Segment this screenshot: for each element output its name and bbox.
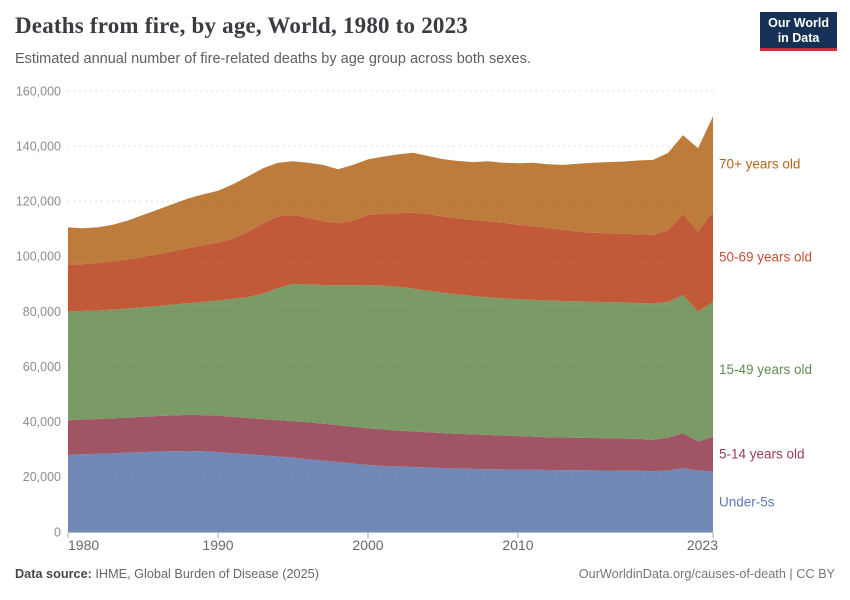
x-tick-label-2000: 2000 [352,537,383,553]
y-tick-label-140000: 140,000 [16,139,61,153]
y-tick-label-100000: 100,000 [16,250,61,264]
x-tick-label-2010: 2010 [502,537,533,553]
series-label-under-5s: Under-5s [719,494,775,509]
y-tick-label-40000: 40,000 [23,415,61,429]
y-tick-label-160000: 160,000 [16,84,61,98]
series-label-50-69-years-old: 50-69 years old [719,249,812,264]
data-source-label: Data source: [15,567,92,581]
x-tick-label-1990: 1990 [202,537,233,553]
series-label-70-years-old: 70+ years old [719,156,800,171]
owid-logo[interactable]: Our World in Data [760,12,837,51]
y-tick-label-0: 0 [54,525,61,539]
area-under-5s[interactable] [68,451,713,532]
y-tick-label-20000: 20,000 [23,470,61,484]
chart-areas [68,116,713,532]
series-label-15-49-years-old: 15-49 years old [719,362,812,377]
credit-link[interactable]: OurWorldinData.org/causes-of-death | CC … [578,567,835,581]
chart-subtitle: Estimated annual number of fire-related … [15,51,531,67]
area-15-49-years-old[interactable] [68,283,713,442]
y-tick-label-60000: 60,000 [23,360,61,374]
y-axis-labels: 0 20,000 40,000 60,000 80,000 100,000 120,000 1… [16,84,61,539]
y-tick-label-120000: 120,000 [16,195,61,209]
owid-logo-line1: Our World [768,16,829,30]
y-tick-label-80000: 80,000 [23,305,61,319]
page-title: Deaths from fire, by age, World, 1980 to… [15,13,468,38]
area-70-years-old[interactable] [68,116,713,265]
area-5-14-years-old[interactable] [68,414,713,472]
x-tick-label-1980: 1980 [68,537,99,553]
x-tick-label-2023: 2023 [687,537,718,553]
chart-footer: Data source: IHME, Global Burden of Dise… [15,567,835,581]
owid-logo-line2: in Data [777,30,820,45]
series-label-5-14-years-old: 5-14 years old [719,447,805,462]
data-source-text: IHME, Global Burden of Disease (2025) [91,567,319,581]
data-source-note: Data source: IHME, Global Burden of Dise… [15,567,319,581]
series-labels: Under-5s 5-14 years old 15-49 years old 50-… [719,156,812,509]
area-50-69-years-old[interactable] [68,211,713,312]
chart-axes [67,532,714,538]
x-axis-labels: 1980 1990 2000 2010 2023 [68,537,718,553]
